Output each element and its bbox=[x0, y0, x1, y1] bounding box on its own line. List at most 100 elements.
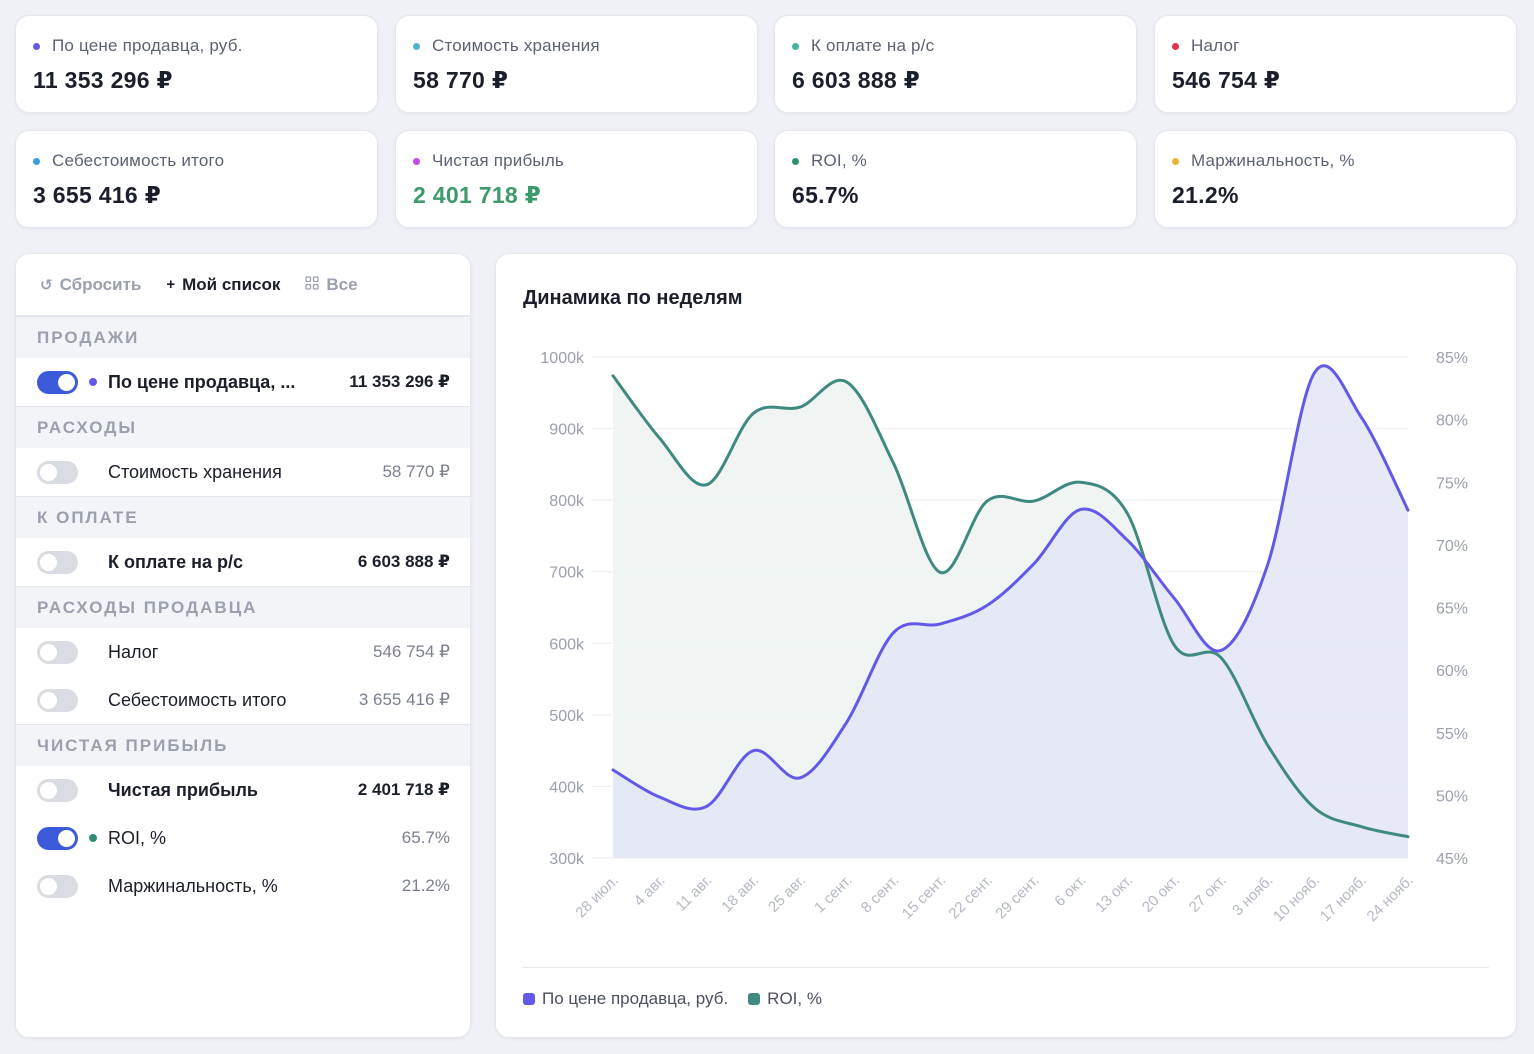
metric-card[interactable]: Себестоимость итого 3 655 416 ₽ bbox=[15, 130, 378, 228]
y-left-tick-label: 600k bbox=[549, 636, 585, 653]
toggle-knob bbox=[40, 643, 57, 661]
all-label: Все bbox=[326, 274, 358, 294]
metric-label-text: Чистая прибыль bbox=[432, 151, 564, 170]
metric-color-dot bbox=[33, 157, 40, 165]
metric-row-label: Чистая прибыль bbox=[108, 779, 258, 800]
my-list-label: Мой список bbox=[182, 274, 281, 294]
metric-row[interactable]: Себестоимость итого 3 655 416 ₽ bbox=[16, 676, 470, 724]
metric-toggle[interactable] bbox=[37, 550, 78, 574]
x-tick-label: 10 нояб. bbox=[1270, 872, 1323, 925]
metric-label: Чистая прибыль bbox=[413, 151, 740, 171]
reset-label: Сбросить bbox=[59, 274, 142, 294]
metric-card[interactable]: Стоимость хранения 58 770 ₽ bbox=[395, 15, 758, 113]
metric-label-text: К оплате на р/с bbox=[811, 36, 935, 55]
metric-card[interactable]: Чистая прибыль 2 401 718 ₽ bbox=[395, 130, 758, 228]
y-right-tick-label: 65% bbox=[1436, 601, 1468, 618]
x-tick-label: 20 окт. bbox=[1139, 872, 1183, 916]
section-header: РАСХОДЫ bbox=[16, 406, 470, 448]
metric-card[interactable]: К оплате на р/с 6 603 888 ₽ bbox=[774, 15, 1137, 113]
toggle-knob bbox=[40, 877, 57, 895]
x-tick-label: 13 окт. bbox=[1092, 872, 1136, 916]
x-tick-label: 24 нояб. bbox=[1364, 872, 1417, 925]
metric-row-label: ROI, % bbox=[108, 827, 167, 848]
metric-card[interactable]: Маржинальность, % 21.2% bbox=[1154, 130, 1517, 228]
weekly-dynamics-chart: 300k 400k 500k 600k 700k 800k 900k 1000k 45% 50% 5… bbox=[540, 350, 1468, 925]
metric-row-label: Стоимость хранения bbox=[108, 461, 282, 482]
plus-icon: + bbox=[166, 276, 176, 293]
toggle-knob bbox=[58, 373, 75, 391]
metric-card[interactable]: ROI, % 65.7% bbox=[774, 130, 1137, 228]
legend-item[interactable]: ROI, % bbox=[748, 989, 822, 1009]
y-left-tick-label: 300k bbox=[549, 851, 585, 868]
y-right-tick-label: 45% bbox=[1436, 851, 1468, 868]
metric-label: Налог bbox=[1172, 36, 1499, 56]
metric-row[interactable]: Маржинальность, % 21.2% bbox=[16, 862, 470, 910]
x-tick-label: 11 авг. bbox=[672, 872, 715, 915]
metric-color-dot bbox=[413, 42, 420, 50]
metric-value: 3 655 416 ₽ bbox=[33, 182, 162, 208]
metric-toggle[interactable] bbox=[37, 778, 78, 802]
series-area bbox=[613, 365, 1408, 858]
metric-row[interactable]: Чистая прибыль 2 401 718 ₽ bbox=[16, 766, 470, 814]
metric-value: 546 754 ₽ bbox=[1172, 67, 1281, 93]
metric-label-text: По цене продавца, руб. bbox=[52, 36, 243, 55]
legend-swatch bbox=[523, 993, 535, 1005]
metric-row-value: 6 603 888 ₽ bbox=[357, 552, 450, 571]
section-header: ПРОДАЖИ bbox=[16, 316, 470, 358]
metric-row-value: 2 401 718 ₽ bbox=[357, 780, 450, 799]
metric-label: Стоимость хранения bbox=[413, 36, 740, 56]
metric-color-dot bbox=[1172, 42, 1179, 50]
metric-row-value: 11 353 296 ₽ bbox=[349, 372, 450, 391]
metric-row-label: Себестоимость итого bbox=[108, 689, 287, 710]
toggle-knob bbox=[40, 781, 57, 799]
section-header: РАСХОДЫ ПРОДАВЦА bbox=[16, 586, 470, 628]
all-button[interactable]: Все bbox=[305, 274, 358, 295]
metric-toggle[interactable] bbox=[37, 874, 78, 898]
x-tick-label: 28 июл. bbox=[572, 872, 622, 922]
metric-row[interactable]: К оплате на р/с 6 603 888 ₽ bbox=[16, 538, 470, 586]
metric-toggle[interactable] bbox=[37, 370, 78, 394]
grid-icon bbox=[305, 275, 320, 294]
my-list-button[interactable]: + Мой список bbox=[166, 275, 280, 295]
y-right-tick-label: 85% bbox=[1436, 350, 1468, 367]
legend-item[interactable]: По цене продавца, руб. bbox=[523, 989, 728, 1009]
metric-label: Маржинальность, % bbox=[1172, 151, 1499, 171]
reset-button[interactable]: ↺ Сбросить bbox=[40, 275, 141, 295]
metric-card[interactable]: Налог 546 754 ₽ bbox=[1154, 15, 1517, 113]
metric-row-value: 65.7% bbox=[401, 828, 450, 847]
y-right-tick-label: 70% bbox=[1436, 538, 1468, 555]
metric-color-dot bbox=[1172, 157, 1179, 165]
y-right-tick-label: 50% bbox=[1436, 788, 1468, 805]
x-tick-label: 3 нояб. bbox=[1229, 872, 1276, 919]
metric-row-label: Налог bbox=[108, 641, 159, 662]
metric-label: Себестоимость итого bbox=[33, 151, 360, 171]
metric-row[interactable]: По цене продавца, ... 11 353 296 ₽ bbox=[16, 358, 470, 406]
metric-label: К оплате на р/с bbox=[792, 36, 1119, 56]
metric-card[interactable]: По цене продавца, руб. 11 353 296 ₽ bbox=[15, 15, 378, 113]
chart-title: Динамика по неделям bbox=[523, 287, 743, 309]
metric-row-label: По цене продавца, ... bbox=[108, 371, 296, 392]
metric-row-value: 21.2% bbox=[401, 876, 450, 895]
series-line bbox=[611, 374, 1410, 839]
y-left-tick-label: 500k bbox=[549, 708, 585, 725]
y-left-tick-label: 800k bbox=[549, 493, 585, 510]
legend-divider bbox=[523, 967, 1489, 968]
metric-row[interactable]: Стоимость хранения 58 770 ₽ bbox=[16, 448, 470, 496]
metric-toggle[interactable] bbox=[37, 826, 78, 850]
series-line bbox=[611, 364, 1410, 811]
metric-toggle[interactable] bbox=[37, 688, 78, 712]
metric-row[interactable]: Налог 546 754 ₽ bbox=[16, 628, 470, 676]
metric-toggle[interactable] bbox=[37, 640, 78, 664]
metric-toggle[interactable] bbox=[37, 460, 78, 484]
x-tick-label: 17 нояб. bbox=[1317, 872, 1370, 925]
y-left-tick-label: 900k bbox=[549, 422, 585, 439]
metric-sections: ПРОДАЖИ По цене продавца, ... 11 353 296 ₽… bbox=[16, 316, 470, 910]
metric-label-text: Маржинальность, % bbox=[1191, 151, 1355, 170]
metric-row[interactable]: ROI, % 65.7% bbox=[16, 814, 470, 862]
metric-label: ROI, % bbox=[792, 151, 1119, 171]
y-left-tick-label: 700k bbox=[549, 565, 585, 582]
y-left-tick-label: 1000k bbox=[540, 350, 585, 367]
x-tick-label: 6 окт. bbox=[1051, 872, 1089, 910]
metric-color-dot bbox=[33, 42, 40, 50]
metric-label-text: Налог bbox=[1191, 36, 1240, 55]
